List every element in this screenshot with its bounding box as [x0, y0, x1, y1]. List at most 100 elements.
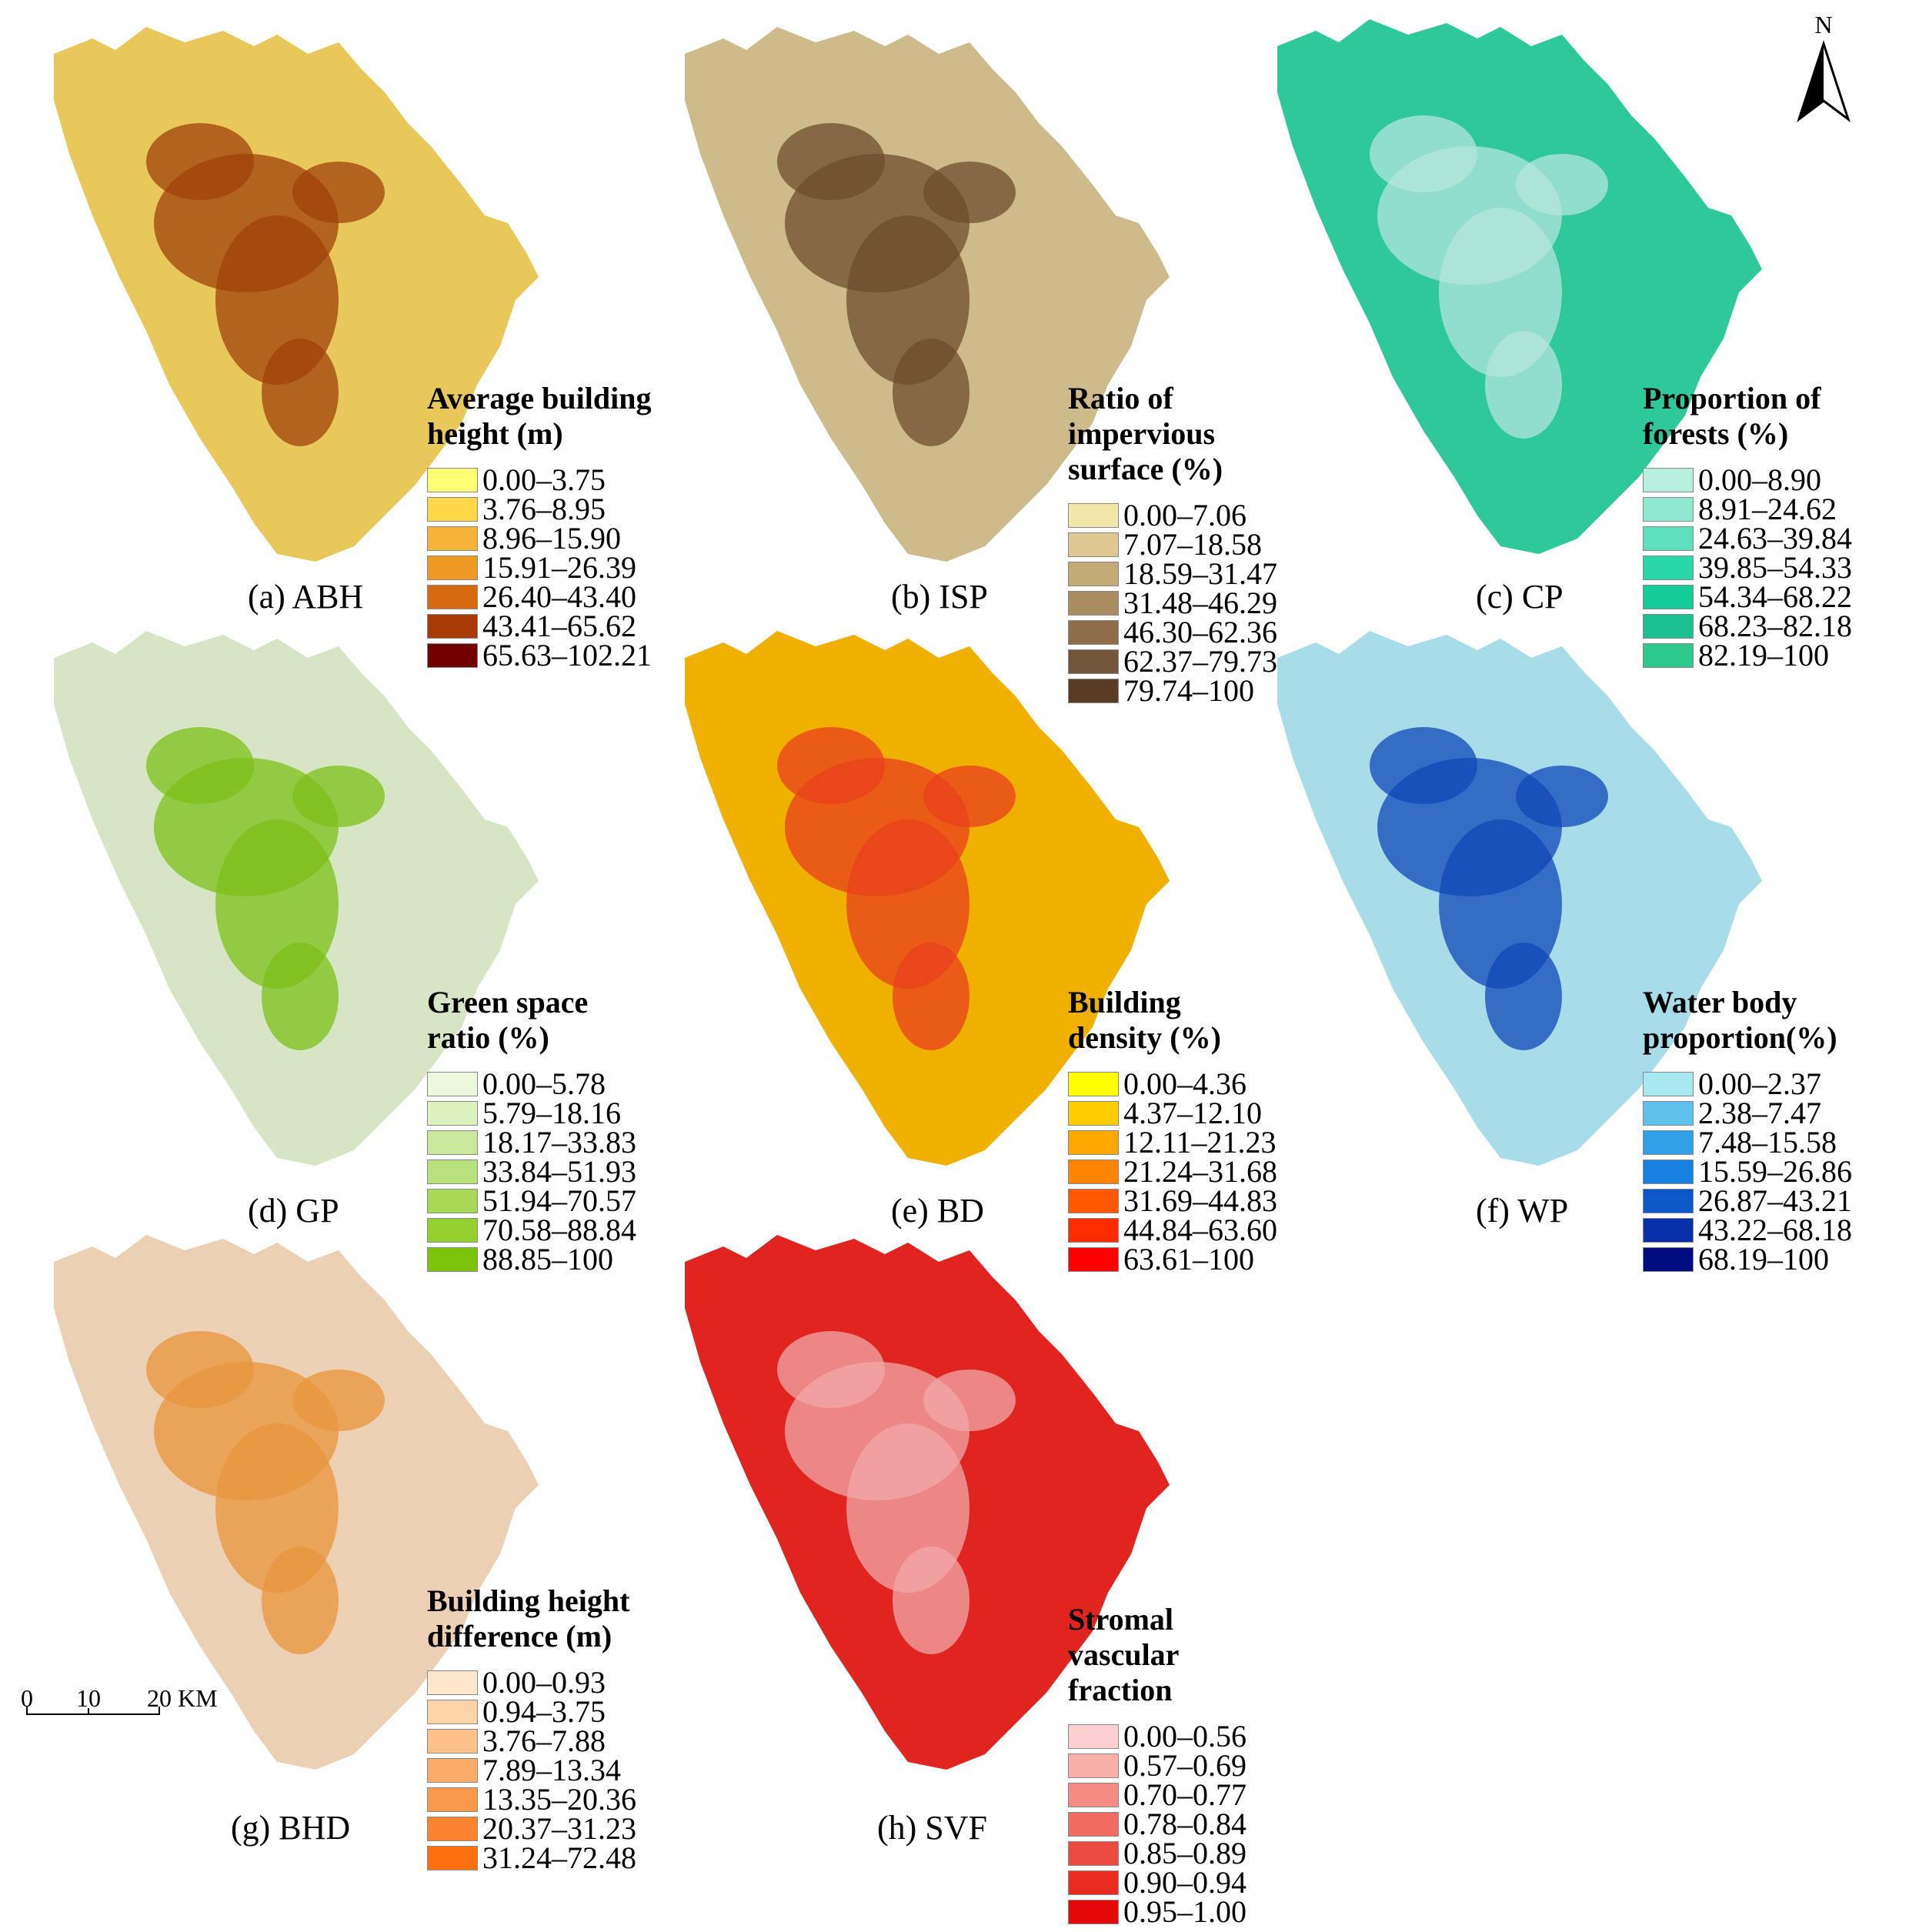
- legend-swatch: [1068, 532, 1119, 557]
- legend-row: 31.48–46.29: [1068, 588, 1277, 619]
- legend-swatch: [1643, 1072, 1694, 1096]
- legend-title: Proportion of forests (%): [1643, 381, 1821, 451]
- legend-row: 0.70–0.77: [1068, 1780, 1247, 1810]
- map-hotspots: [777, 727, 1016, 1050]
- legend-swatch: [1643, 497, 1694, 522]
- legend-range: 68.19–100: [1698, 1242, 1829, 1276]
- legend-swatch: [1068, 562, 1119, 586]
- legend-range: 24.63–39.84: [1698, 521, 1852, 556]
- legend-row: 43.22–68.18: [1643, 1215, 1852, 1246]
- map-bhd: [46, 1231, 600, 1785]
- legend-swatch: [427, 643, 478, 668]
- caption-wp: (f) WP: [1476, 1192, 1569, 1230]
- legend-range: 26.87–43.21: [1698, 1183, 1852, 1218]
- caption-abh: (a) ABH: [248, 578, 364, 616]
- legend-swatch: [1643, 1101, 1694, 1126]
- legend-range: 8.91–24.62: [1698, 492, 1837, 526]
- map-hotspots: [1370, 727, 1608, 1050]
- map-isp: [677, 23, 1231, 577]
- legend-swatch: [1068, 1783, 1119, 1807]
- legend-range: 8.96–15.90: [482, 521, 621, 556]
- legend-row: 31.24–72.48: [427, 1843, 636, 1874]
- legend-swatch: [1068, 1189, 1119, 1213]
- legend-wp: Water body proportion(%) 0.00–2.37 2.38–7…: [1643, 985, 1852, 1276]
- legend-swatch: [1643, 1189, 1694, 1213]
- legend-row: 44.84–63.60: [1068, 1215, 1277, 1246]
- legend-swatch: [1068, 1247, 1119, 1272]
- legend-row: 43.41–65.62: [427, 609, 652, 643]
- legend-range: 0.85–0.89: [1123, 1836, 1247, 1870]
- legend-swatch: [1643, 585, 1694, 609]
- legend-range: 63.61–100: [1123, 1242, 1254, 1276]
- legend-row: 7.07–18.58: [1068, 529, 1277, 560]
- legend-range: 0.90–0.94: [1123, 1865, 1247, 1900]
- map-wp: [1270, 627, 1824, 1181]
- legend-svf: Stromal vascular fraction 0.00–0.56 0.57–…: [1068, 1602, 1247, 1927]
- legend-range: 0.00–8.90: [1698, 462, 1821, 497]
- legend-row: 15.91–26.39: [427, 552, 652, 583]
- legend-range: 82.19–100: [1698, 638, 1829, 672]
- legend-range: 21.24–31.68: [1123, 1154, 1277, 1189]
- legend-gp: Green space ratio (%) 0.00–5.78 5.79–18.1…: [427, 985, 636, 1276]
- legend-range: 43.41–65.62: [482, 609, 636, 643]
- legend-swatch: [1068, 620, 1119, 645]
- legend-swatch: [427, 1101, 478, 1126]
- legend-range: 5.79–18.16: [482, 1096, 621, 1130]
- map-gp: [46, 627, 600, 1181]
- legend-title: Stromal vascular fraction: [1068, 1602, 1179, 1707]
- legend-row: 18.17–33.83: [427, 1127, 636, 1158]
- legend-swatch: [427, 468, 478, 492]
- legend-swatch: [1068, 1870, 1119, 1895]
- caption-cp: (c) CP: [1476, 578, 1564, 616]
- legend-range: 2.38–7.47: [1698, 1096, 1821, 1130]
- legend-row: 0.94–3.75: [427, 1697, 636, 1727]
- caption-bhd: (g) BHD: [231, 1809, 351, 1847]
- legend-title: Building density (%): [1068, 985, 1221, 1055]
- legend-row: 3.76–7.88: [427, 1726, 636, 1757]
- legend-swatch: [1643, 1160, 1694, 1184]
- legend-range: 33.84–51.93: [482, 1154, 636, 1189]
- legend-row: 0.00–7.06: [1068, 500, 1277, 531]
- north-arrow-icon: N: [1793, 11, 1854, 127]
- legend-items: 0.00–2.37 2.38–7.47 7.48–15.58 15.59–26.86 2…: [1643, 1069, 1852, 1276]
- legend-swatch: [427, 497, 478, 522]
- legend-row: 26.87–43.21: [1643, 1186, 1852, 1216]
- legend-items: 0.00–7.06 7.07–18.58 18.59–31.47 31.48–46.2…: [1068, 500, 1277, 708]
- legend-row: 0.90–0.94: [1068, 1865, 1247, 1900]
- caption-bd: (e) BD: [891, 1192, 984, 1230]
- legend-swatch: [427, 614, 478, 639]
- legend-range: 0.70–0.77: [1123, 1777, 1247, 1812]
- legend-range: 4.37–12.10: [1123, 1096, 1262, 1130]
- legend-swatch: [427, 585, 478, 609]
- legend-range: 15.59–26.86: [1698, 1154, 1852, 1189]
- legend-row: 7.48–15.58: [1643, 1125, 1852, 1160]
- legend-swatch: [1643, 1218, 1694, 1243]
- legend-isp: Ratio of impervious surface (%) 0.00–7.0…: [1068, 381, 1277, 706]
- legend-swatch: [427, 1189, 478, 1213]
- legend-swatch: [427, 1247, 478, 1272]
- legend-row: 51.94–70.57: [427, 1186, 636, 1216]
- legend-row: 82.19–100: [1643, 638, 1852, 672]
- legend-row: 88.85–100: [427, 1242, 636, 1276]
- legend-items: 0.00–3.75 3.76–8.95 8.96–15.90 15.91–26.39 2…: [427, 462, 652, 671]
- legend-range: 7.89–13.34: [482, 1753, 621, 1787]
- legend-swatch: [1068, 1130, 1119, 1155]
- legend-range: 7.48–15.58: [1698, 1125, 1837, 1160]
- legend-row: 33.84–51.93: [427, 1154, 636, 1189]
- legend-row: 0.78–0.84: [1068, 1809, 1247, 1840]
- legend-row: 12.11–21.23: [1068, 1127, 1277, 1158]
- legend-swatch: [427, 1729, 478, 1753]
- legend-range: 88.85–100: [482, 1242, 613, 1276]
- legend-row: 70.58–88.84: [427, 1215, 636, 1246]
- map-hotspots: [146, 727, 385, 1050]
- legend-range: 31.69–44.83: [1123, 1183, 1277, 1218]
- legend-swatch: [1068, 1753, 1119, 1778]
- legend-swatch: [1643, 526, 1694, 551]
- legend-row: 15.59–26.86: [1643, 1154, 1852, 1189]
- legend-range: 0.57–0.69: [1123, 1748, 1247, 1783]
- legend-swatch: [1643, 468, 1694, 492]
- scale-tick-10: 10: [76, 1684, 101, 1712]
- legend-range: 79.74–100: [1123, 673, 1254, 708]
- legend-range: 0.00–3.75: [482, 462, 606, 497]
- map-hotspots: [777, 1331, 1016, 1654]
